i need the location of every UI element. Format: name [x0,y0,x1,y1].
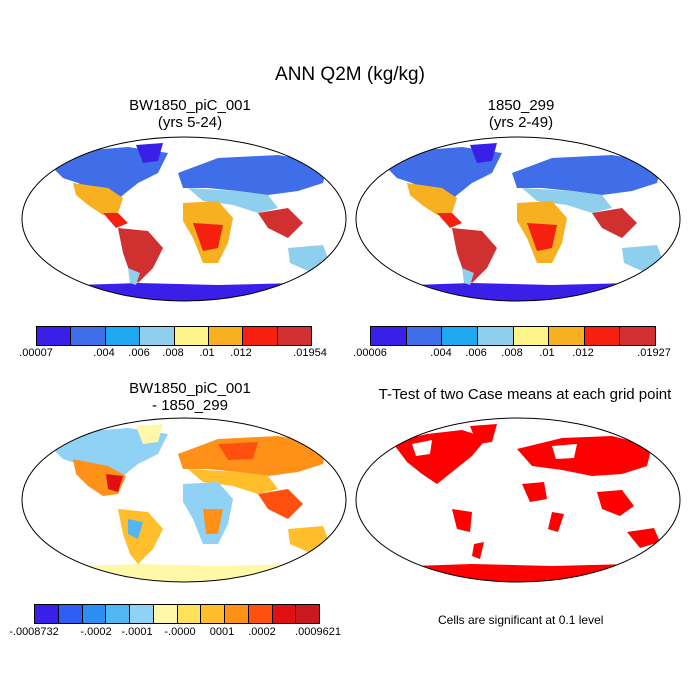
figure-title: ANN Q2M (kg/kg) [275,64,425,85]
colorbar-panel2 [370,326,656,346]
cb2-label-4: .01 [539,347,555,359]
cb1-label-0: .00007 [19,347,53,359]
cb1-label-4: .01 [199,347,215,359]
cb2-label-2: .006 [465,347,487,359]
cb1-label-5: .012 [230,347,252,359]
cb3-label-2: -.0001 [121,626,153,638]
map-panel1 [21,136,347,302]
colorbar-panel3 [34,604,320,624]
cb2-label-0: .00006 [353,347,387,359]
panel1-title: BW1850_piC_001 (yrs 5-24) [35,97,345,131]
panel1-title-line1: BW1850_piC_001 [129,97,251,114]
cb2-label-6: .01927 [637,347,671,359]
map-panel3 [21,417,347,583]
cb3-label-0: -.0008732 [9,626,59,638]
significance-note: Cells are significant at 0.1 level [438,613,604,627]
cb3-label-3: -.0000 [164,626,196,638]
cb3-label-6: .0009621 [295,626,341,638]
map-panel4 [355,417,681,583]
colorbar-panel1 [36,326,312,346]
map-panel2 [355,136,681,302]
panel2-title: 1850_299 (yrs 2-49) [366,97,676,131]
panel3-title-line2: - 1850_299 [152,397,228,414]
panel4-title: T-Test of two Case means at each grid po… [378,386,672,403]
cb2-label-5: .012 [572,347,594,359]
panel2-title-line1: 1850_299 [487,97,555,114]
cb2-label-1: .004 [430,347,452,359]
panel1-title-line2: (yrs 5-24) [157,114,223,131]
panel3-title-line1: BW1850_piC_001 [129,380,251,397]
panel2-title-line2: (yrs 2-49) [488,114,554,131]
cb3-label-1: -.0002 [80,626,112,638]
cb1-label-6: .01954 [293,347,327,359]
cb2-label-3: .008 [501,347,523,359]
cb1-label-1: .004 [93,347,115,359]
cb1-label-2: .006 [128,347,150,359]
cb3-label-4: 0001 [209,626,235,638]
cb3-label-5: .0002 [248,626,276,638]
cb1-label-3: .008 [162,347,184,359]
panel3-title: BW1850_piC_001 - 1850_299 [35,380,345,414]
